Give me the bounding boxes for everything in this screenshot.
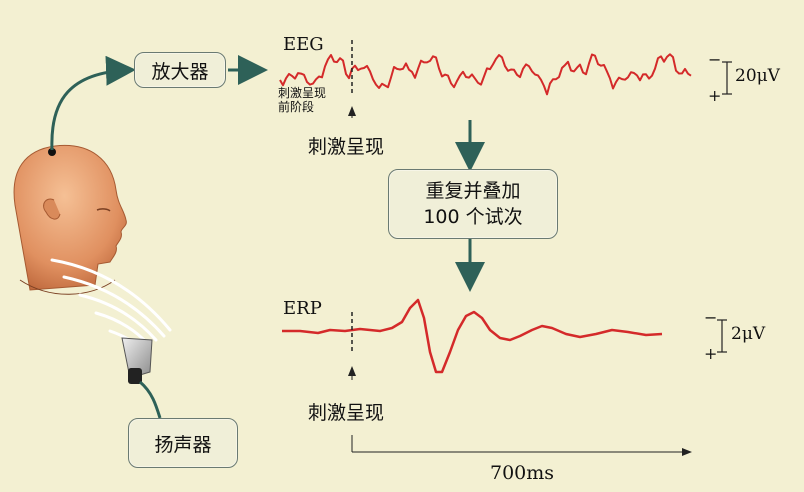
erp-stimulus-label: 刺激呈现 <box>308 402 385 424</box>
erp-scale-minus: − <box>704 308 718 327</box>
amplifier-label: 放大器 <box>151 60 209 83</box>
eeg-scale-bar <box>722 61 732 95</box>
eeg-stimulus-label: 刺激呈现 <box>308 136 385 158</box>
erp-scale-label: 2μV <box>731 324 766 344</box>
erp-title: ERP <box>283 298 322 319</box>
speaker-box: 扬声器 <box>128 418 238 468</box>
erp-scale-plus: + <box>704 344 718 363</box>
pre-stimulus-label-line2: 前阶段 <box>278 100 315 114</box>
process-box: 重复并叠加 100 个试次 <box>388 169 558 239</box>
amplifier-box: 放大器 <box>134 52 226 88</box>
erp-waveform <box>282 298 663 374</box>
process-line1: 重复并叠加 <box>425 180 521 202</box>
electrode-to-amplifier-arrow <box>50 55 136 151</box>
erp-scale-bar <box>717 319 727 353</box>
eeg-scale-label: 20μV <box>735 66 780 86</box>
process-line2: 100 个试次 <box>423 206 523 228</box>
pre-stimulus-label-line1: 刺激呈现 <box>278 86 327 100</box>
eeg-scale-minus: − <box>708 50 722 69</box>
eeg-waveform <box>279 53 692 96</box>
eeg-scale-plus: + <box>708 86 722 105</box>
electrode-icon <box>48 148 56 156</box>
speaker-icon <box>121 337 162 419</box>
eeg-title: EEG <box>283 34 324 55</box>
time-label: 700ms <box>490 462 555 484</box>
head-illustration <box>13 144 127 295</box>
speaker-label: 扬声器 <box>154 433 212 456</box>
